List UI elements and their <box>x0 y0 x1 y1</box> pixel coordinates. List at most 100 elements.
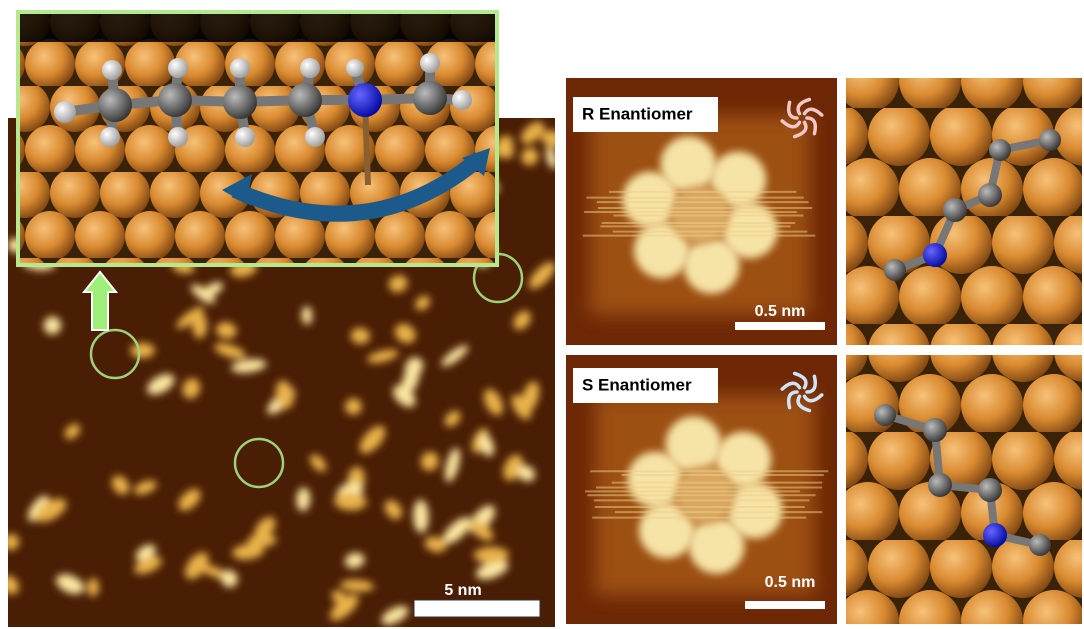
lobe <box>683 237 740 294</box>
stm-blob <box>541 130 555 148</box>
gold-surface <box>18 12 497 265</box>
stm-blob <box>220 569 238 588</box>
stm-blob <box>401 365 420 395</box>
stm-blob <box>475 560 509 580</box>
stm-blob <box>190 284 216 304</box>
label-box <box>573 368 718 403</box>
stm-blob <box>394 323 416 344</box>
stm-blob <box>340 579 375 592</box>
arrowhead <box>222 174 252 204</box>
inset <box>16 10 499 267</box>
stm-blob <box>517 465 536 482</box>
pinwheel-icon <box>780 97 824 139</box>
scale-label: 0.5 nm <box>765 574 816 591</box>
scale-label: 5 nm <box>444 582 481 599</box>
pinwheel-blade <box>796 97 812 116</box>
stm-blob <box>470 520 494 541</box>
stm-blob <box>511 394 532 420</box>
pinwheel-blade <box>780 381 802 391</box>
stm-blob <box>309 454 327 472</box>
atom <box>884 259 906 281</box>
pinwheel-blade <box>780 119 802 129</box>
stm-blob <box>359 425 386 454</box>
lobe <box>726 482 783 539</box>
lobe <box>638 502 695 559</box>
atom <box>978 183 1002 207</box>
stm-blob <box>130 342 155 359</box>
lobe <box>660 136 717 193</box>
stm-blob <box>192 312 207 339</box>
stm-blob <box>247 533 277 548</box>
scale-bar <box>413 599 541 618</box>
stm-blob <box>479 434 494 457</box>
stm-blob <box>216 321 237 339</box>
stm-blob <box>334 492 367 511</box>
lobe <box>688 517 745 574</box>
stm-blob <box>350 327 371 344</box>
stm-blob <box>424 536 447 553</box>
stm-blob <box>178 488 201 511</box>
pinwheel-blade <box>792 120 808 139</box>
lobe <box>715 431 772 488</box>
stm-blob <box>146 374 175 395</box>
atom <box>983 523 1007 547</box>
lobe <box>710 151 767 208</box>
stm-blob <box>27 495 50 522</box>
stm-blob <box>444 447 460 482</box>
highlight-circle <box>89 328 141 380</box>
scale-label: 0.5 nm <box>755 303 806 320</box>
stm-blob <box>296 487 311 512</box>
stm-blob <box>444 410 461 427</box>
background <box>18 12 497 42</box>
pinwheel-icon <box>780 371 824 413</box>
stm-blob <box>413 499 429 533</box>
stm-blob <box>483 388 503 416</box>
stm-blob <box>344 552 365 569</box>
atom <box>943 198 967 222</box>
stm-blob <box>214 343 246 359</box>
stm-blob <box>301 306 313 325</box>
arrowhead <box>462 148 490 176</box>
lobe <box>627 451 684 508</box>
stm-blob <box>367 349 399 363</box>
stm-blob <box>388 275 408 293</box>
stm-blob <box>133 480 157 495</box>
stm-blob <box>521 147 539 166</box>
stm-blob <box>473 546 509 564</box>
stm-blob <box>176 306 204 329</box>
atom <box>928 473 952 497</box>
stm-blob <box>134 556 162 574</box>
pinwheel-blade <box>786 100 799 120</box>
pinwheel-blade <box>786 390 799 410</box>
pinwheel-blade <box>792 371 808 390</box>
rotation-arrow <box>231 151 486 222</box>
stm-blob <box>35 498 67 522</box>
stm-blob <box>381 605 409 625</box>
pinwheel-blade <box>802 107 824 117</box>
stm-blob <box>111 475 130 495</box>
stm-blob <box>185 552 209 580</box>
stm-blob <box>232 543 264 560</box>
atom <box>1039 129 1061 151</box>
atom <box>874 404 896 426</box>
stm-blob <box>545 147 555 169</box>
arrow <box>81 270 119 331</box>
panel-label: R Enantiomer <box>582 104 693 123</box>
label-box <box>573 97 718 132</box>
atom <box>923 243 947 267</box>
scale-bar <box>745 601 825 609</box>
lobe <box>622 171 679 228</box>
pinwheel-blade <box>796 394 812 413</box>
atom <box>1029 534 1051 556</box>
stm-blob <box>56 574 85 594</box>
stm-blob <box>64 423 81 440</box>
stm-blob <box>420 451 439 471</box>
stm-blob <box>441 345 469 367</box>
stm-molecule <box>582 115 816 315</box>
stm-blob <box>275 380 294 409</box>
stm-blob <box>43 316 62 335</box>
stm-blob <box>415 295 430 311</box>
atom <box>989 139 1011 161</box>
stm-blob <box>384 500 402 520</box>
stm-blob <box>442 517 471 544</box>
